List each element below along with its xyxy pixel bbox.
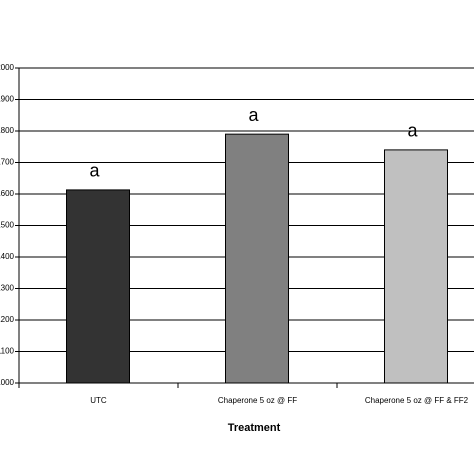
y-tick-label: 1200 xyxy=(0,315,15,324)
bar xyxy=(384,149,448,384)
x-tick-label: Chaperone 5 oz @ FF xyxy=(218,396,297,405)
annotation: a xyxy=(407,121,418,141)
y-tick-label: 1500 xyxy=(0,221,15,230)
x-tick-label: UTC xyxy=(90,396,107,405)
y-tick-label: 1400 xyxy=(0,252,15,261)
annotation: a xyxy=(248,105,259,125)
y-tick-label: 1600 xyxy=(0,189,15,198)
y-tick-label: 2000 xyxy=(0,63,15,72)
y-tick-label: 1900 xyxy=(0,95,15,104)
x-axis-title: Treatment xyxy=(228,422,281,434)
bar xyxy=(225,133,289,384)
y-tick-label: 1300 xyxy=(0,284,15,293)
y-tick-label: 1700 xyxy=(0,158,15,167)
x-tick-label: Chaperone 5 oz @ FF & FF2 xyxy=(365,396,469,405)
y-tick-label: 1000 xyxy=(0,378,15,387)
y-tick-label: 1800 xyxy=(0,126,15,135)
annotation: a xyxy=(89,161,100,181)
bar xyxy=(66,189,130,384)
y-tick-label: 1100 xyxy=(0,347,15,356)
